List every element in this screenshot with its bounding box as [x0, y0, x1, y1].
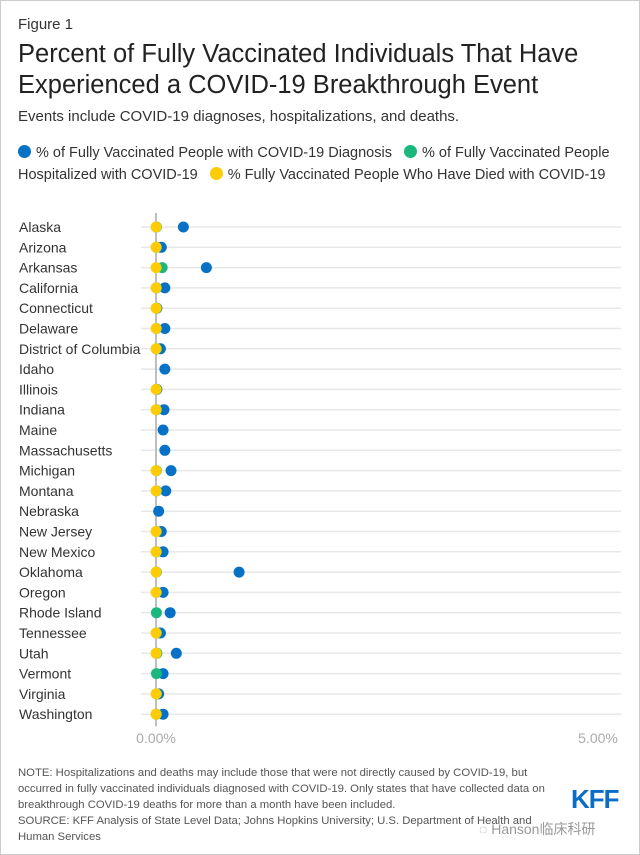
died-point [150, 708, 162, 720]
died-point [150, 546, 162, 558]
chart-note: NOTE: Hospitalizations and deaths may in… [18, 765, 558, 845]
category-label: Arkansas [19, 260, 77, 276]
diagnosis-point [177, 221, 189, 233]
died-point [150, 566, 162, 578]
diagnosis-point [159, 282, 171, 294]
category-label: Washington [19, 706, 92, 722]
chart-title: Percent of Fully Vaccinated Individuals … [18, 40, 579, 99]
category-label: District of Columbia [19, 341, 141, 357]
legend-diagnosis: % of Fully Vaccinated People with COVID-… [36, 145, 392, 161]
category-label: Nebraska [19, 503, 79, 519]
hospitalized-point [150, 607, 162, 619]
died-point [150, 688, 162, 700]
died-point [150, 343, 162, 355]
x-tick-label: 0.00% [136, 730, 176, 746]
category-label: Rhode Island [19, 605, 102, 621]
category-label: Virginia [19, 686, 66, 702]
x-tick-label: 5.00% [578, 730, 618, 746]
died-point [150, 485, 162, 497]
legend-hospitalized-swatch [403, 145, 417, 158]
kff-logo: KFF [571, 784, 620, 814]
diagnosis-point [158, 404, 170, 416]
diagnosis-point [159, 363, 171, 375]
diagnosis-point [160, 485, 172, 497]
dot-plot: Alaska Arizona Arkansas California Connectic… [19, 213, 621, 746]
category-label: Idaho [19, 361, 54, 377]
category-label: Illinois [19, 381, 58, 397]
died-point [150, 383, 162, 395]
category-label: Connecticut [19, 300, 93, 316]
category-label: Oregon [19, 584, 66, 600]
diagnosis-point [157, 424, 169, 436]
legend-diagnosis-swatch [18, 145, 31, 158]
legend-hospitalized: % of Fully Vaccinated People Hospitalize… [18, 145, 610, 183]
watermark: ◌ Hanson临床科研 [479, 821, 596, 837]
source-text: SOURCE: KFF Analysis of State Level Data… [18, 815, 532, 843]
diagnosis-point [165, 465, 177, 477]
died-point [150, 526, 162, 537]
category-label: Michigan [19, 463, 75, 479]
died-point [150, 302, 162, 314]
died-point [150, 465, 162, 477]
category-label: Indiana [19, 402, 65, 418]
category-label: Montana [19, 483, 74, 499]
category-label: Massachusetts [19, 442, 112, 458]
hospitalized-point [150, 668, 162, 680]
diagnosis-point [170, 647, 182, 659]
category-label: New Jersey [19, 524, 92, 540]
diagnosis-point [164, 607, 176, 619]
category-label: New Mexico [19, 544, 95, 560]
diagnosis-point [233, 566, 245, 578]
diagnosis-point [159, 323, 171, 334]
category-label: Utah [19, 645, 49, 661]
died-point [150, 586, 162, 598]
category-label: Maine [19, 422, 57, 438]
category-label: Oklahoma [19, 564, 83, 580]
legend-died-swatch [209, 166, 223, 180]
died-point [150, 262, 162, 274]
category-label: Vermont [19, 666, 71, 682]
died-point [150, 241, 162, 253]
died-point [150, 282, 162, 294]
died-point [150, 221, 162, 233]
legend: % of Fully Vaccinated People with COVID-… [18, 143, 628, 186]
diagnosis-point [200, 262, 212, 274]
diagnosis-point [159, 444, 171, 456]
chart-subtitle: Events include COVID-19 diagnoses, hospi… [18, 108, 460, 125]
died-point [150, 404, 162, 416]
category-label: Alaska [19, 219, 61, 235]
category-label: California [19, 280, 78, 296]
figure-label: Figure 1 [18, 16, 74, 33]
diagnosis-point [153, 505, 165, 517]
note-text: NOTE: Hospitalizations and deaths may in… [18, 767, 545, 811]
died-point [150, 627, 162, 639]
legend-died: % Fully Vaccinated People Who Have Died … [227, 166, 606, 183]
died-point [150, 323, 162, 334]
category-label: Arizona [19, 239, 67, 255]
died-point [150, 647, 162, 659]
category-label: Delaware [19, 321, 78, 337]
category-label: Tennessee [19, 625, 87, 641]
